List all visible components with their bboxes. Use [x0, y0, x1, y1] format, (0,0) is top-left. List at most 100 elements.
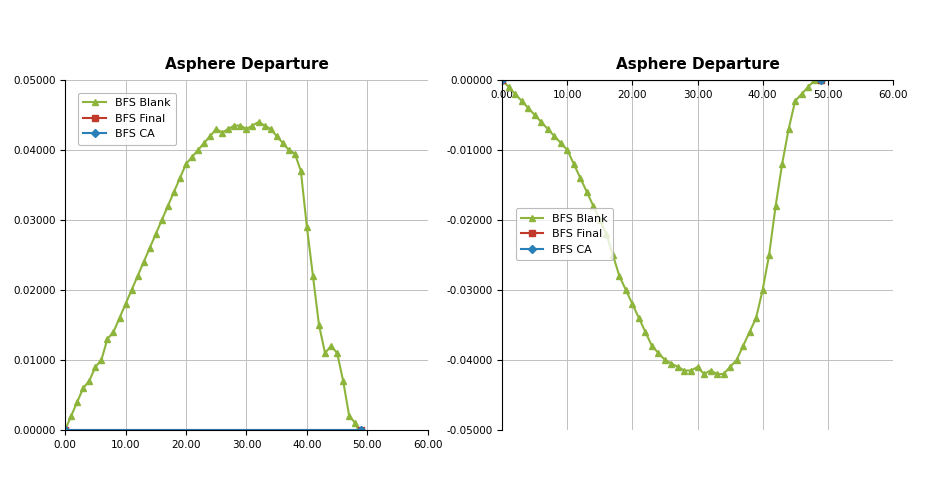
BFS Blank [523, 105, 534, 111]
BFS Blank [770, 203, 781, 209]
BFS Blank [757, 287, 768, 293]
BFS Blank [503, 84, 514, 90]
BFS Blank [536, 119, 547, 125]
Legend: BFS Blank, BFS Final, BFS CA: BFS Blank, BFS Final, BFS CA [515, 208, 614, 260]
BFS Blank [549, 133, 560, 139]
BFS Blank [731, 357, 742, 363]
BFS Blank [711, 371, 723, 377]
BFS Blank [497, 77, 508, 83]
BFS Blank [698, 371, 710, 377]
BFS Blank [313, 322, 325, 328]
BFS Blank [601, 231, 612, 237]
BFS Blank [633, 315, 644, 321]
BFS Blank [102, 336, 113, 342]
BFS Blank [640, 329, 651, 335]
BFS Blank [809, 77, 820, 83]
BFS Blank [84, 378, 95, 384]
BFS Blank [120, 301, 131, 307]
BFS Blank [607, 252, 618, 258]
BFS Blank [705, 368, 716, 374]
BFS Blank [108, 329, 119, 335]
BFS Blank [542, 126, 553, 132]
BFS Blank [790, 98, 801, 104]
BFS Blank [718, 371, 729, 377]
BFS Blank [199, 140, 210, 146]
BFS Blank [144, 245, 155, 251]
BFS Blank [320, 350, 331, 356]
Line: BFS Blank: BFS Blank [499, 77, 824, 377]
BFS Blank [217, 130, 228, 136]
BFS Blank [344, 413, 355, 419]
BFS Blank [614, 273, 625, 279]
BFS Blank [594, 217, 605, 223]
BFS Blank [301, 224, 312, 230]
BFS Blank [89, 364, 100, 370]
BFS Blank [620, 287, 631, 293]
BFS Blank [724, 364, 736, 370]
BFS Blank [777, 161, 788, 167]
Line: BFS Blank: BFS Blank [62, 119, 364, 440]
BFS Blank [685, 368, 697, 374]
BFS Blank [180, 161, 192, 167]
Title: Asphere Departure: Asphere Departure [616, 57, 779, 72]
BFS Blank [60, 427, 71, 433]
BFS Blank [156, 217, 167, 223]
BFS Blank [247, 122, 259, 128]
BFS Blank [289, 150, 300, 156]
BFS Blank [331, 350, 342, 356]
BFS Blank [646, 343, 658, 349]
BFS Blank [350, 420, 361, 426]
BFS Blank [307, 273, 318, 279]
BFS Blank [627, 301, 638, 307]
BFS Blank [277, 140, 288, 146]
BFS Blank [666, 360, 677, 366]
BFS Blank [653, 350, 664, 356]
BFS Blank [210, 126, 221, 132]
BFS Blank [96, 357, 107, 363]
BFS Blank [162, 203, 173, 209]
BFS Blank [175, 175, 186, 181]
BFS Blank [126, 287, 138, 293]
BFS Blank [588, 203, 599, 209]
BFS Blank [168, 189, 179, 195]
BFS Blank [803, 84, 814, 90]
BFS Blank [659, 357, 671, 363]
BFS Blank [751, 315, 762, 321]
BFS Blank [283, 147, 294, 153]
Title: Asphere Departure: Asphere Departure [165, 57, 328, 72]
BFS Blank [555, 140, 566, 146]
BFS Blank [338, 378, 349, 384]
BFS Blank [737, 343, 749, 349]
BFS Blank [271, 133, 282, 139]
BFS Blank [138, 259, 149, 265]
BFS Blank [253, 119, 264, 125]
BFS Blank [241, 126, 252, 132]
BFS Blank [575, 175, 586, 181]
BFS Blank [186, 154, 197, 160]
BFS Blank [783, 126, 794, 132]
BFS Blank [132, 273, 143, 279]
BFS Blank [229, 122, 240, 128]
BFS Blank [151, 231, 162, 237]
BFS Blank [193, 147, 204, 153]
BFS Blank [65, 413, 76, 419]
Legend: BFS Blank, BFS Final, BFS CA: BFS Blank, BFS Final, BFS CA [78, 92, 176, 145]
BFS Blank [744, 329, 755, 335]
BFS Blank [72, 399, 83, 405]
BFS Blank [223, 126, 234, 132]
BFS Blank [679, 368, 690, 374]
BFS Blank [205, 133, 216, 139]
BFS Blank [259, 122, 270, 128]
BFS Blank [562, 147, 573, 153]
BFS Blank [355, 434, 366, 440]
BFS Blank [234, 122, 246, 128]
BFS Blank [510, 91, 521, 97]
BFS Blank [764, 252, 775, 258]
BFS Blank [581, 189, 592, 195]
BFS Blank [326, 343, 337, 349]
BFS Blank [529, 112, 540, 118]
BFS Blank [692, 364, 703, 370]
BFS Blank [265, 126, 276, 132]
BFS Blank [568, 161, 579, 167]
BFS Blank [816, 77, 827, 83]
